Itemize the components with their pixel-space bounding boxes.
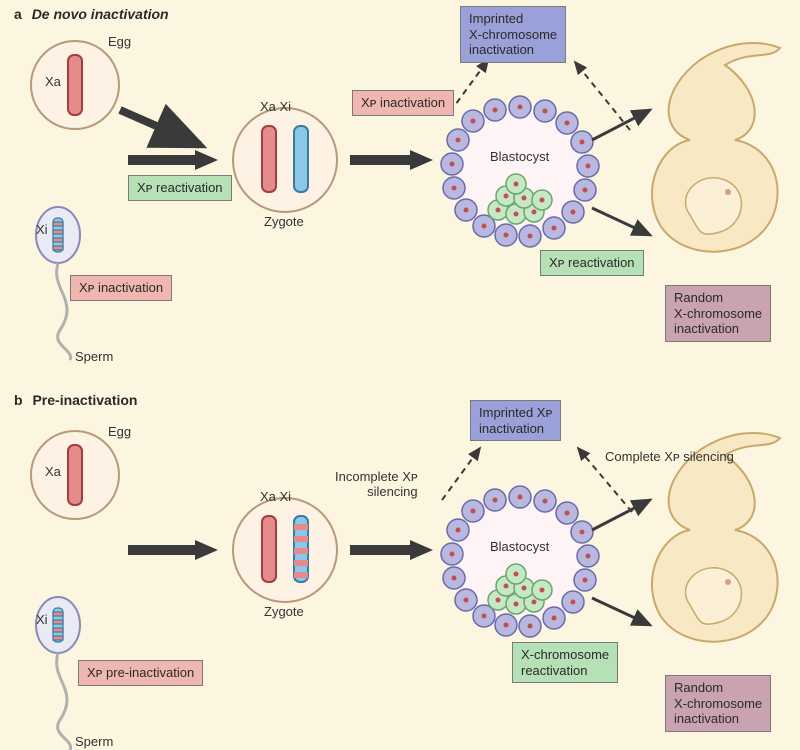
xi-label-a: Xi (36, 223, 48, 238)
panel-a: a De novo inactivation (0, 0, 800, 390)
xa-label-b: Xa (45, 465, 61, 480)
panel-a-letter: a (14, 6, 22, 22)
panel-b-title-text: Pre-inactivation (32, 392, 137, 408)
sperm-label-a: Sperm (75, 350, 113, 365)
imprinted-box-b: Imprinted Xᴘ inactivation (470, 400, 561, 441)
egg-label-a: Egg (108, 35, 131, 50)
xaxi-label-b: Xa Xi (260, 490, 291, 505)
panel-a-title: a De novo inactivation (14, 6, 169, 22)
incomplete-silencing-text: Incomplete Xᴘ silencing (335, 470, 418, 500)
zygote-label-b: Zygote (264, 605, 304, 620)
random-box-b: Random X-chromosome inactivation (665, 675, 771, 732)
random-box-a: Random X-chromosome inactivation (665, 285, 771, 342)
panel-b-title: b Pre-inactivation (14, 392, 137, 408)
panel-a-title-text: De novo inactivation (32, 6, 169, 22)
xa-label-a: Xa (45, 75, 61, 90)
xp-reactivation-box-a2: Xᴘ reactivation (540, 250, 644, 276)
xaxi-label-a: Xa Xi (260, 100, 291, 115)
blastocyst-label-a: Blastocyst (490, 150, 549, 165)
complete-silencing-text: Complete Xᴘ silencing (605, 450, 734, 465)
xchrom-reactivation-box: X-chromosome reactivation (512, 642, 618, 683)
zygote-label-a: Zygote (264, 215, 304, 230)
xp-inactivation-box-sperm: Xᴘ inactivation (70, 275, 172, 301)
xi-label-b: Xi (36, 613, 48, 628)
sperm-label-b: Sperm (75, 735, 113, 750)
xp-inactivation-box-mid: Xᴘ inactivation (352, 90, 454, 116)
panel-b: b Pre-inactivation (0, 390, 800, 750)
xp-reactivation-box-a1: Xᴘ reactivation (128, 175, 232, 201)
imprinted-box-a: Imprinted X-chromosome inactivation (460, 6, 566, 63)
egg-label-b: Egg (108, 425, 131, 440)
blastocyst-label-b: Blastocyst (490, 540, 549, 555)
xp-preinactivation-box: Xᴘ pre-inactivation (78, 660, 203, 686)
panel-b-letter: b (14, 392, 23, 408)
